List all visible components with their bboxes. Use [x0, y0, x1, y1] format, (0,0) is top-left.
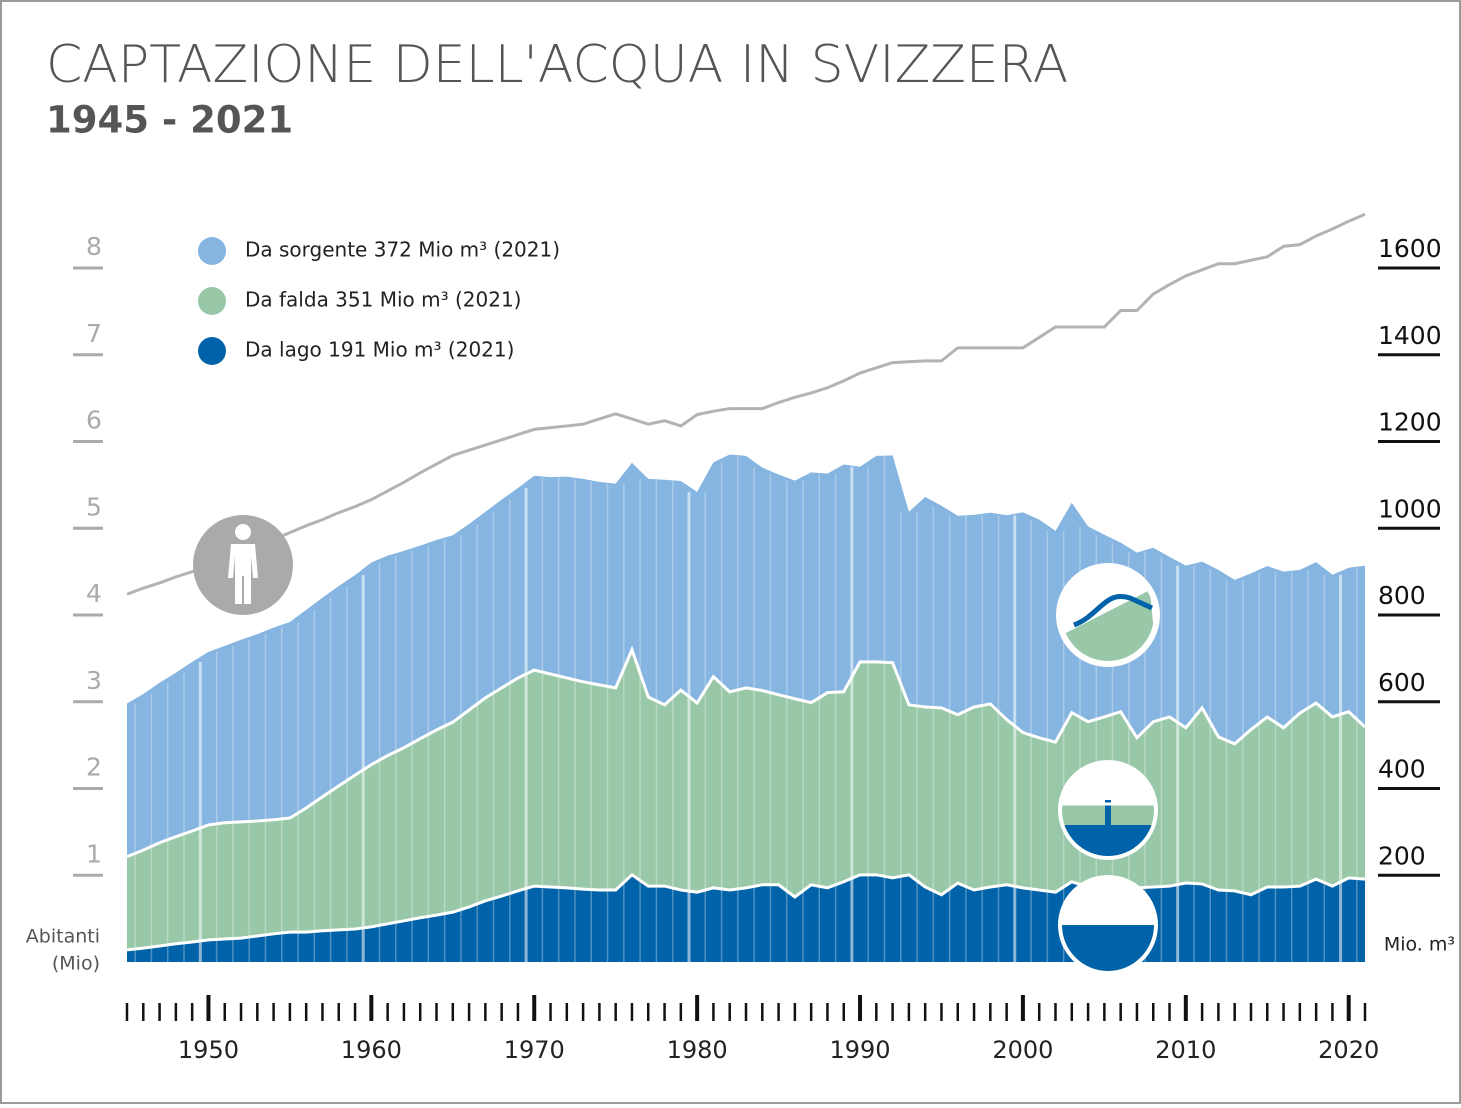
x-tick-label: 1990 [829, 1036, 890, 1064]
legend-swatch [198, 337, 226, 365]
y2-tick-label: 800 [1378, 581, 1426, 610]
y2-tick-label: 400 [1378, 755, 1426, 784]
y-tick-label: 4 [86, 579, 102, 608]
x-tick-label: 1970 [504, 1036, 565, 1064]
chart-title: CAPTAZIONE DELL'ACQUA IN SVIZZERA [46, 35, 1068, 95]
x-tick-label: 1950 [178, 1036, 239, 1064]
y2-tick-label: 200 [1378, 841, 1426, 870]
y-tick-label: 3 [86, 666, 102, 695]
boundary-line [126, 872, 1366, 952]
plot-area: 1 2 3 4 5 6 7 8 200 400 600 800 1000 1200 1400 1600 1950… [73, 212, 1442, 1064]
icons [193, 515, 1160, 975]
y-axis-label: Abitanti [26, 926, 100, 948]
spring-icon [1056, 563, 1160, 667]
y-tick-label: 5 [86, 492, 102, 521]
chart-subtitle: 1945 - 2021 [46, 99, 293, 142]
person-icon [228, 524, 258, 604]
legend-swatch [198, 287, 226, 315]
x-tick-label: 2020 [1318, 1036, 1379, 1064]
y-tick-label: 6 [86, 406, 102, 435]
y2-tick-label: 1200 [1378, 408, 1442, 437]
y-tick-label: 8 [86, 232, 102, 261]
x-tick-label: 2010 [1155, 1036, 1216, 1064]
y2-tick-label: 600 [1378, 668, 1426, 697]
y2-tick-label: 1600 [1378, 234, 1442, 263]
boundary-line [126, 645, 1367, 859]
y2-tick-label: 1000 [1378, 494, 1442, 523]
legend-label: Da sorgente 372 Mio m³ (2021) [245, 238, 560, 262]
x-tick-label: 1980 [667, 1036, 728, 1064]
area [127, 454, 1365, 857]
y-axis-label: (Mio) [52, 953, 100, 975]
y2-axis-label: Mio. m³ [1384, 934, 1455, 956]
population-line [126, 212, 1366, 596]
legend-label: Da falda 351 Mio m³ (2021) [245, 288, 521, 312]
x-tick-label: 2000 [992, 1036, 1053, 1064]
x-tick-label: 1960 [341, 1036, 402, 1064]
y-tick-label: 1 [86, 839, 102, 868]
area [127, 874, 1365, 962]
lake-icon [1058, 875, 1158, 975]
y2-tick-label: 1400 [1378, 321, 1442, 350]
legend-swatch [198, 237, 226, 265]
area [127, 649, 1365, 950]
y-tick-label: 7 [86, 319, 102, 348]
y-tick-label: 2 [86, 753, 102, 782]
legend-label: Da lago 191 Mio m³ (2021) [245, 338, 514, 362]
